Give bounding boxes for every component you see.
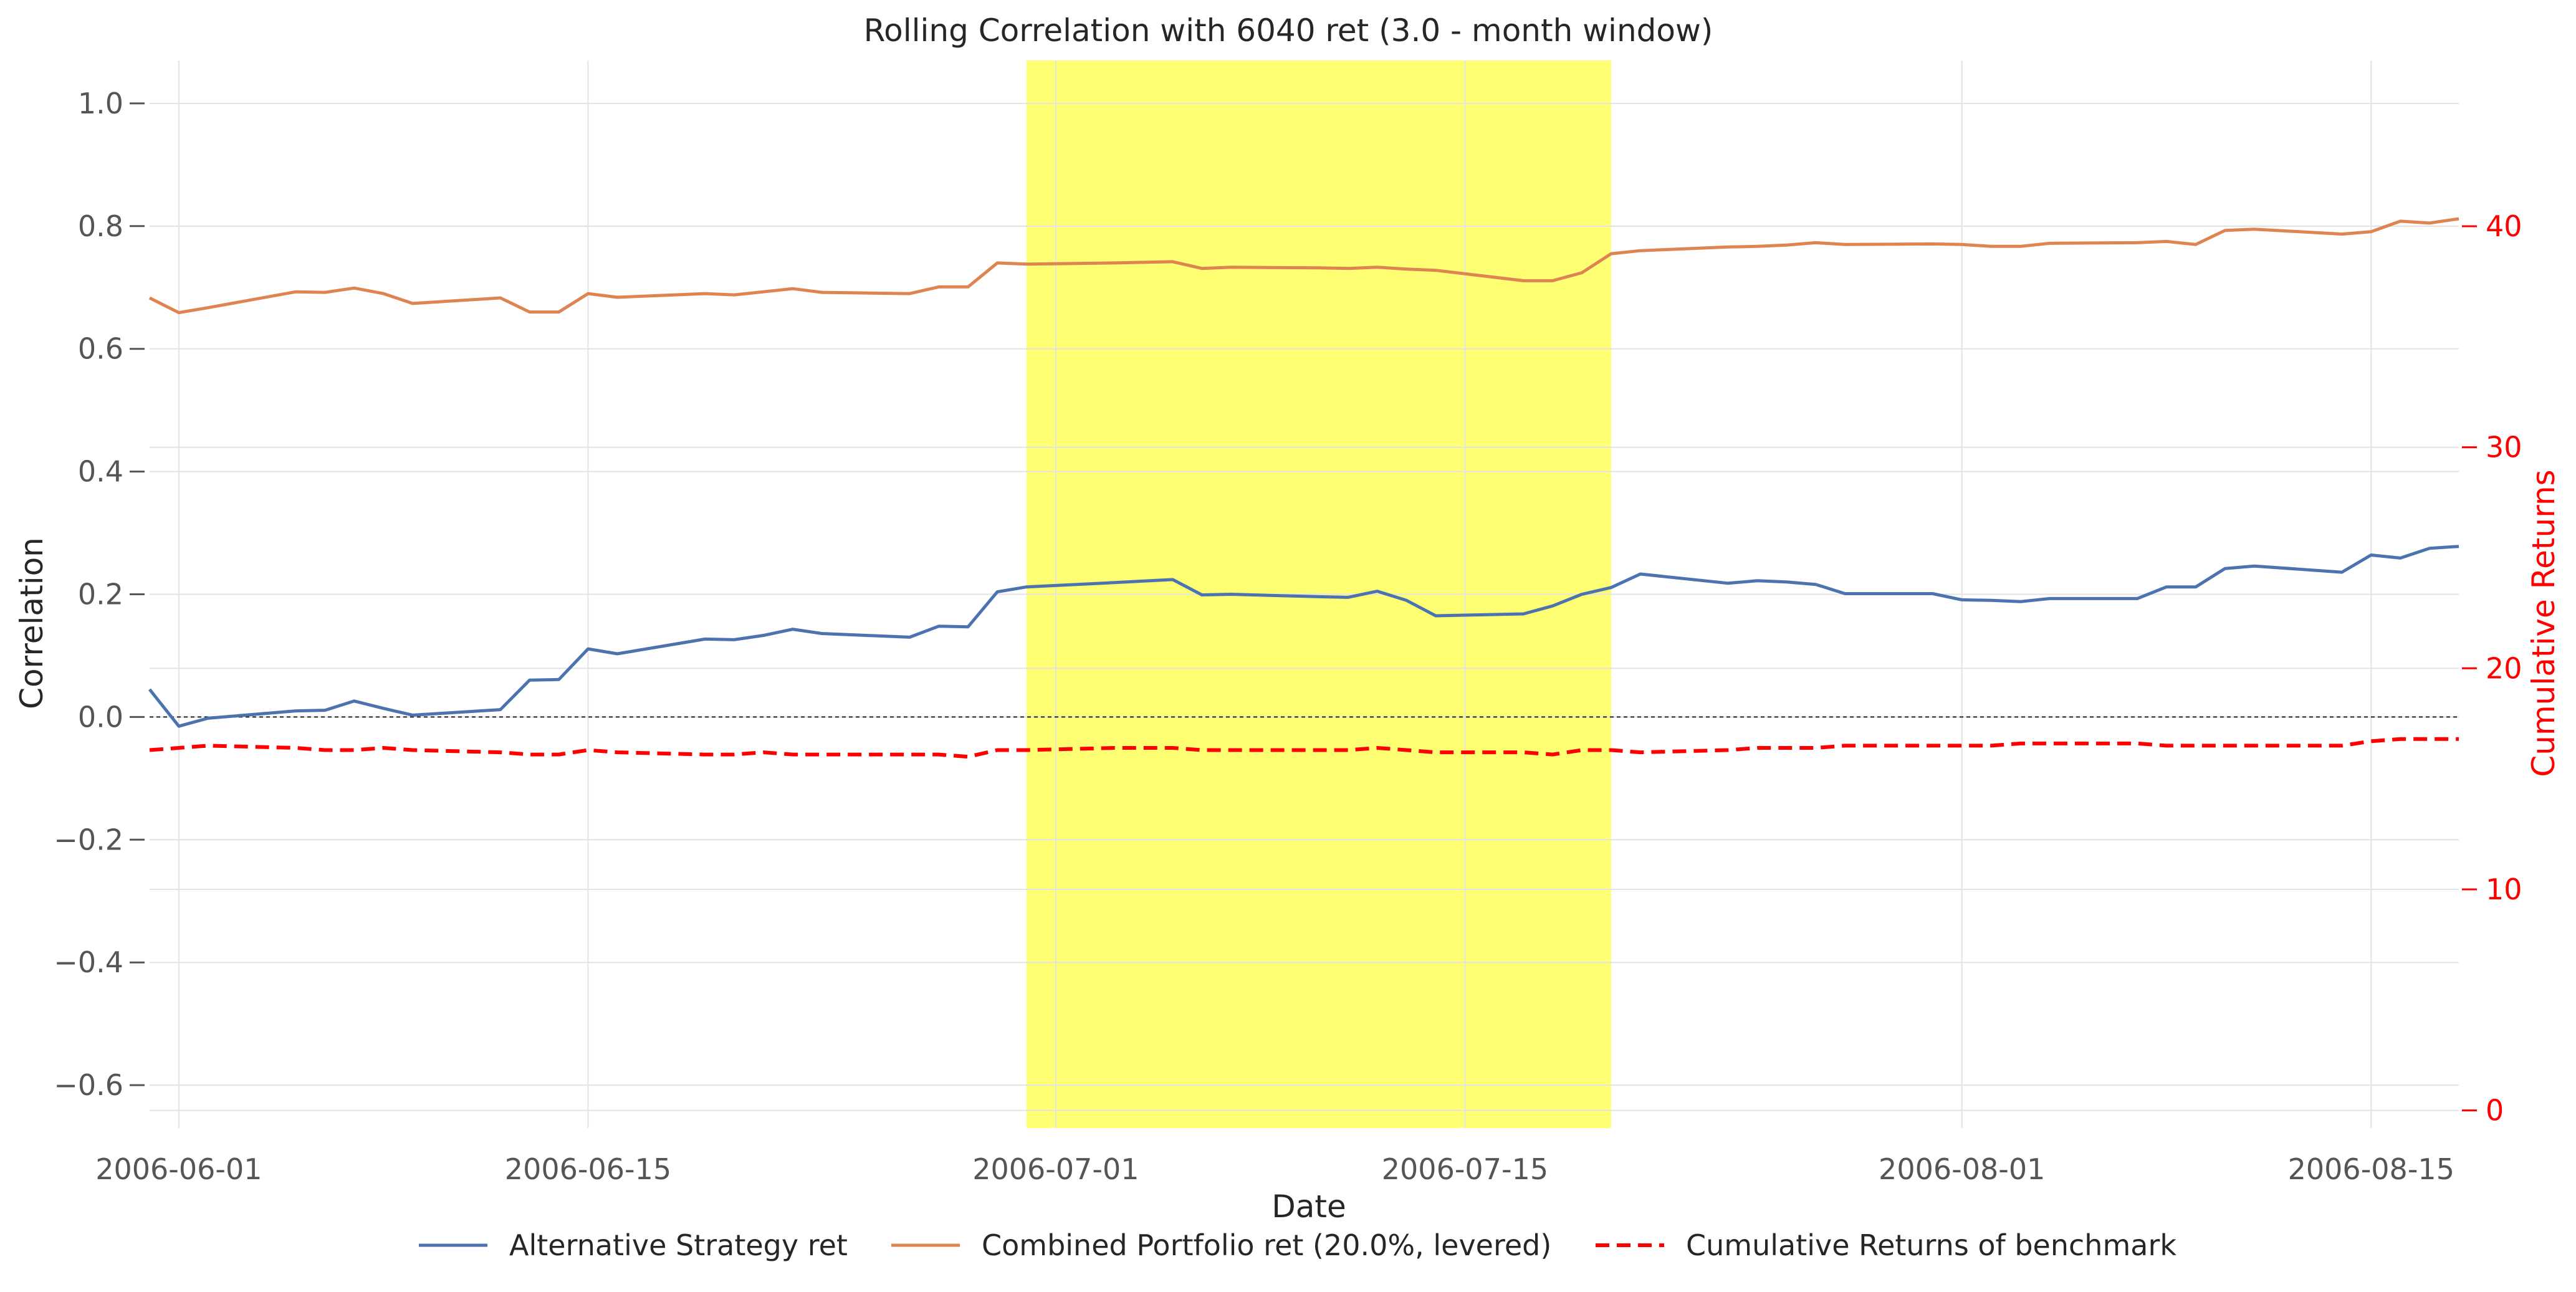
x-tick-label: 2006-07-15 xyxy=(1382,1152,1548,1186)
x-tick-label: 2006-06-15 xyxy=(505,1152,671,1186)
y2-tick-label: 30 xyxy=(2486,431,2522,464)
legend-label-2: Combined Portfolio ret (20.0%, levered) xyxy=(982,1228,1551,1262)
x-axis-label: Date xyxy=(1271,1189,1346,1225)
y-tick-label: 0.0 xyxy=(78,700,123,734)
y2-tick-label: 20 xyxy=(2486,651,2522,685)
series-line-2 xyxy=(148,217,2459,315)
legend: Alternative Strategy ret Combined Portfol… xyxy=(419,1228,2176,1262)
y-axis-label: Correlation xyxy=(14,537,50,709)
series-layer xyxy=(148,217,2459,759)
y2-axis-label: Cumulative Returns xyxy=(2526,469,2562,777)
y-tick-label: −0.6 xyxy=(54,1068,123,1102)
series-line-1 xyxy=(148,545,2459,728)
y-tick-label: 0.6 xyxy=(78,332,123,366)
y2-gridlines xyxy=(150,225,2459,1111)
y-tick-label: 1.0 xyxy=(78,87,123,120)
legend-label-1: Alternative Strategy ret xyxy=(509,1228,848,1262)
x-tick-label: 2006-08-01 xyxy=(1879,1152,2045,1186)
y2-axis-ticks: 40 30 20 10 0 xyxy=(2462,209,2522,1127)
series-line-3 xyxy=(149,737,2459,759)
x-tick-label: 2006-08-15 xyxy=(2288,1152,2454,1186)
y-tick-label: 0.8 xyxy=(78,209,123,243)
y-tick-label: 0.4 xyxy=(78,455,123,489)
chart-title: Rolling Correlation with 6040 ret (3.0 -… xyxy=(864,12,1713,49)
y-tick-label: −0.2 xyxy=(54,823,123,856)
y-tick-label: 0.2 xyxy=(78,578,123,611)
y2-tick-label: 10 xyxy=(2486,873,2522,906)
x-axis-ticks: 2006-06-01 2006-06-15 2006-07-01 2006-07-15… xyxy=(95,1152,2454,1186)
x-tick-label: 2006-06-01 xyxy=(95,1152,262,1186)
legend-label-3: Cumulative Returns of benchmark xyxy=(1686,1228,2176,1262)
y-axis-ticks: 1.0 0.8 0.6 0.4 0.2 0.0 −0.2 −0.4 −0.6 xyxy=(54,87,145,1102)
y-tick-label: −0.4 xyxy=(54,945,123,979)
y2-tick-label: 0 xyxy=(2486,1094,2504,1127)
y2-tick-label: 40 xyxy=(2486,209,2522,243)
x-tick-label: 2006-07-01 xyxy=(972,1152,1139,1186)
